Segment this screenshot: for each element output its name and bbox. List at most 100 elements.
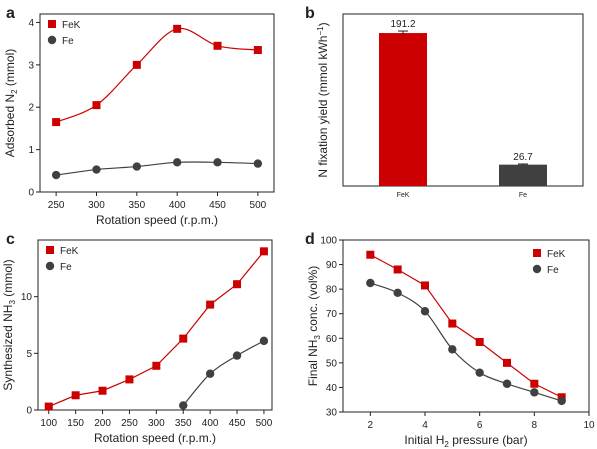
panel-d-xtick-label: 10 (583, 420, 595, 431)
panel-d-legend-marker (533, 249, 541, 257)
panel-d-data-point (366, 278, 375, 288)
panel-a-ytick-label: 1 (28, 145, 34, 156)
panel-a-ytick-label: 2 (28, 103, 34, 114)
panel-a-ylabel: Adsorbed N2 (mmol) (3, 49, 19, 158)
panel-a-xtick-label: 500 (250, 200, 267, 211)
panel-a-legend-label: Fe (62, 36, 74, 47)
panel-c-legend-marker (45, 261, 55, 271)
panel-b-category-label: Fe (519, 192, 527, 199)
panel-d-ylabel: Final NH3 conc. (vol%) (306, 266, 322, 387)
panel-c-frame (37, 239, 273, 411)
panel-d-ytick-label: 80 (326, 285, 338, 296)
panel-a-letter: a (6, 5, 15, 22)
panel-b-frame (342, 13, 584, 187)
panel-b-bar (379, 33, 427, 186)
panel-d-ytick-label: 50 (326, 358, 338, 369)
panel-c-data-point (206, 300, 215, 309)
panel-c-xtick-label: 500 (256, 418, 273, 429)
panel-d-xtick-label: 6 (477, 420, 483, 431)
panel-d-data-point (448, 319, 457, 328)
panel-d-data-point (475, 337, 484, 346)
panel-a-legend-marker (47, 35, 57, 45)
panel-d-data-point (448, 345, 457, 354)
panel-b-data-label: 26.7 (513, 152, 533, 163)
panel-a-data-point (173, 24, 182, 33)
panel-d-xtick-label: 4 (422, 420, 428, 431)
panel-a-frame (39, 13, 275, 193)
panel-a-data-point (92, 101, 101, 110)
panel-c-xtick-label: 350 (175, 418, 192, 429)
panel-c-data-point (179, 401, 188, 410)
panel-c-data-point (259, 336, 269, 346)
panel-d-letter: d (305, 231, 315, 248)
panel-d-data-point (393, 288, 402, 298)
panel-d-xtick-label: 2 (368, 420, 374, 431)
panel-c-xtick-label: 200 (94, 418, 111, 429)
panel-a-xtick-label: 400 (169, 200, 186, 211)
panel-a-data-point (92, 165, 101, 174)
panel-a-data-point (213, 41, 222, 50)
panel-a-data-point (253, 159, 263, 168)
panel-c-data-point (232, 351, 242, 360)
panel-d-data-point (502, 379, 512, 388)
panel-c-legend-label: Fe (60, 262, 72, 273)
panel-d-ytick-label: 100 (320, 236, 337, 247)
panel-a-series-line (56, 161, 258, 176)
panel-c-xtick-label: 100 (40, 418, 57, 429)
panel-c-legend-marker (46, 246, 54, 254)
panel-c-data-point (98, 386, 107, 395)
panel-c-xtick-label: 250 (121, 418, 138, 429)
panel-a-xlabel: Rotation speed (r.p.m.) (96, 213, 218, 227)
panel-a-data-point (253, 46, 262, 55)
panel-d-legend-marker (532, 264, 542, 274)
panel-d-frame (342, 239, 590, 413)
panel-a-ytick-label: 0 (28, 188, 34, 199)
panel-c-legend-label: FeK (60, 246, 79, 257)
panel-a-legend-marker (48, 20, 56, 28)
panel-c-ylabel: Synthesized NH3 (mmol) (1, 259, 17, 390)
panel-d-ytick-label: 30 (326, 408, 338, 419)
panel-d-ytick-label: 60 (326, 334, 338, 345)
panel-d-ytick-label: 90 (326, 260, 338, 271)
panel-d-data-point (366, 250, 375, 259)
panel-c-xlabel: Rotation speed (r.p.m.) (94, 431, 216, 445)
panel-d-ytick-label: 40 (326, 383, 338, 394)
panel-c-xtick-label: 300 (148, 418, 165, 429)
panel-a-data-point (52, 118, 61, 127)
panel-d-data-point (421, 281, 429, 290)
panel-b-letter: b (305, 5, 315, 22)
panel-d-data-point (393, 265, 402, 274)
panel-d-xlabel: Initial H2 pressure (bar) (404, 433, 527, 449)
panel-c-data-point (152, 361, 161, 370)
panel-c-series-line (48, 250, 265, 408)
panel-d-data-point (530, 388, 539, 397)
panel-c-xtick-label: 150 (67, 418, 84, 429)
panel-d-xtick-label: 8 (532, 420, 538, 431)
panel-a-xtick-label: 300 (88, 200, 105, 211)
panel-d-legend-label: FeK (547, 249, 566, 260)
panel-b-bar (499, 164, 547, 186)
panel-b-data-label: 191.2 (390, 19, 415, 30)
panel-d-data-point (557, 396, 566, 406)
panel-c-data-point (44, 402, 53, 411)
panel-c-xtick-label: 450 (229, 418, 246, 429)
panel-d-data-point (420, 307, 430, 316)
panel-c-data-point (125, 375, 134, 384)
panel-d-series-line (370, 254, 562, 398)
panel-a-ytick-label: 4 (28, 18, 34, 29)
panel-c-data-point (179, 334, 188, 343)
panel-a-data-point (132, 162, 142, 171)
panel-a-legend-label: FeK (62, 20, 81, 31)
panel-c-xtick-label: 400 (202, 418, 219, 429)
panel-a-xtick-label: 350 (128, 200, 145, 211)
panel-a-xtick-label: 250 (48, 200, 65, 211)
panel-c-ytick-label: 10 (21, 292, 33, 303)
panel-a-ytick-label: 3 (28, 60, 34, 71)
panel-a-data-point (172, 158, 182, 167)
panel-c-letter: c (6, 231, 15, 248)
panel-d-data-point (475, 368, 484, 377)
panel-a-data-point (51, 170, 61, 180)
panel-c-data-point (233, 280, 242, 289)
